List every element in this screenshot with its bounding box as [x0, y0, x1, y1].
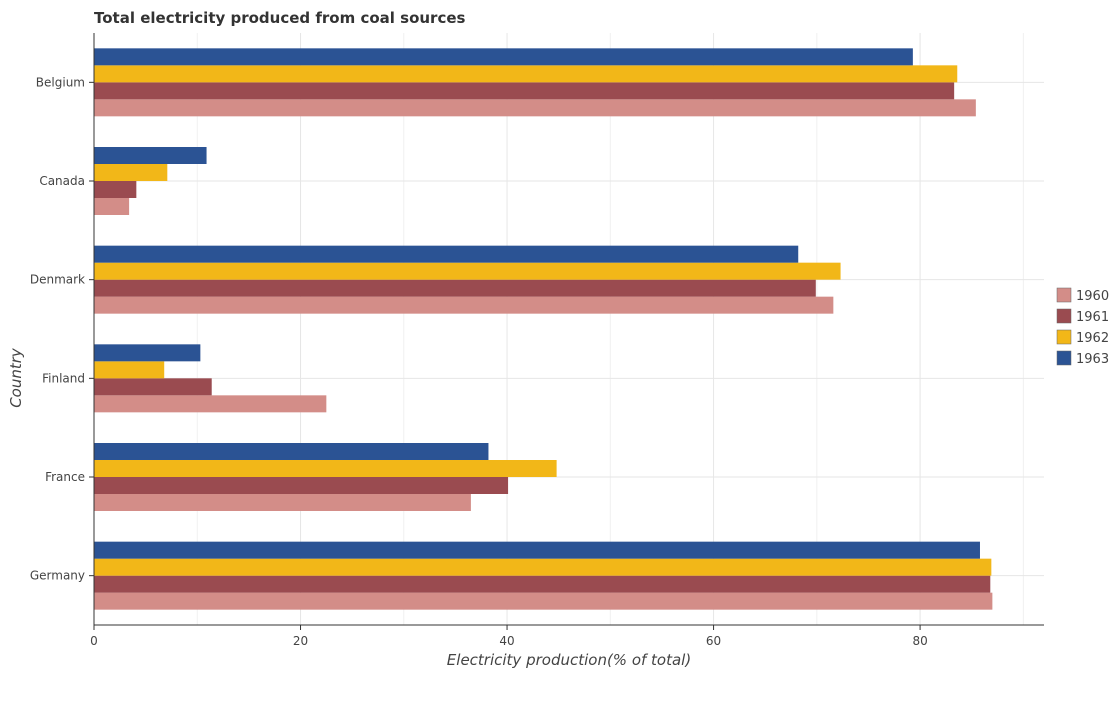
legend-label-1962: 1962	[1076, 331, 1109, 346]
y-tick-label: Finland	[42, 371, 85, 385]
legend-label-1960: 1960	[1076, 289, 1109, 304]
legend-swatch-1963	[1056, 350, 1072, 366]
bar-denmark-1963[interactable]	[94, 245, 799, 263]
bar-finland-1962[interactable]	[94, 361, 165, 379]
bar-france-1962[interactable]	[94, 460, 557, 477]
bar-germany-1962[interactable]	[94, 558, 992, 576]
y-tick-label: Canada	[39, 174, 85, 188]
bar-finland-1963[interactable]	[94, 344, 201, 362]
y-axis-title: Country	[7, 347, 25, 408]
legend-label-1961: 1961	[1076, 310, 1109, 325]
legend-swatch-1960	[1056, 287, 1072, 303]
bar-belgium-1961[interactable]	[94, 82, 955, 100]
bar-france-1963[interactable]	[94, 443, 489, 460]
bar-belgium-1963[interactable]	[94, 48, 913, 66]
y-tick-label: Belgium	[36, 75, 85, 89]
bar-germany-1961[interactable]	[94, 575, 991, 593]
bar-canada-1960[interactable]	[94, 198, 130, 215]
bar-france-1961[interactable]	[94, 477, 509, 494]
plot-area	[94, 33, 1044, 625]
y-tick-label: France	[45, 470, 85, 484]
chart-title: Total electricity produced from coal sou…	[94, 9, 466, 27]
bar-france-1960[interactable]	[94, 494, 471, 511]
legend-swatch-1961	[1056, 308, 1072, 324]
legend-swatch-1962	[1056, 329, 1072, 345]
x-tick-label: 60	[706, 634, 721, 648]
bar-belgium-1960[interactable]	[94, 99, 976, 117]
axes: 0 20 40 60 80 Belgium Canada Denmark Finland Fran…	[30, 33, 1044, 648]
bar-germany-1960[interactable]	[94, 592, 993, 610]
x-tick-label: 0	[90, 634, 98, 648]
y-tick-label: Denmark	[30, 273, 85, 287]
x-tick-label: 20	[293, 634, 308, 648]
bar-germany-1963[interactable]	[94, 541, 980, 559]
y-tick-label: Germany	[30, 569, 85, 583]
x-tick-label: 80	[912, 634, 927, 648]
bar-canada-1961[interactable]	[94, 181, 137, 198]
bar-belgium-1962[interactable]	[94, 65, 958, 83]
bar-denmark-1961[interactable]	[94, 279, 816, 297]
bars	[94, 48, 993, 610]
bar-finland-1961[interactable]	[94, 378, 212, 396]
bar-canada-1963[interactable]	[94, 147, 207, 164]
bar-denmark-1962[interactable]	[94, 262, 841, 280]
x-axis-title: Electricity production(% of total)	[447, 651, 691, 669]
bar-canada-1962[interactable]	[94, 164, 168, 181]
bar-finland-1960[interactable]	[94, 395, 327, 413]
x-tick-label: 40	[499, 634, 514, 648]
plot-background	[94, 33, 1044, 625]
legend: 1960 1961 1962 1963	[1056, 287, 1109, 367]
legend-label-1963: 1963	[1076, 352, 1109, 367]
bar-denmark-1960[interactable]	[94, 296, 834, 314]
